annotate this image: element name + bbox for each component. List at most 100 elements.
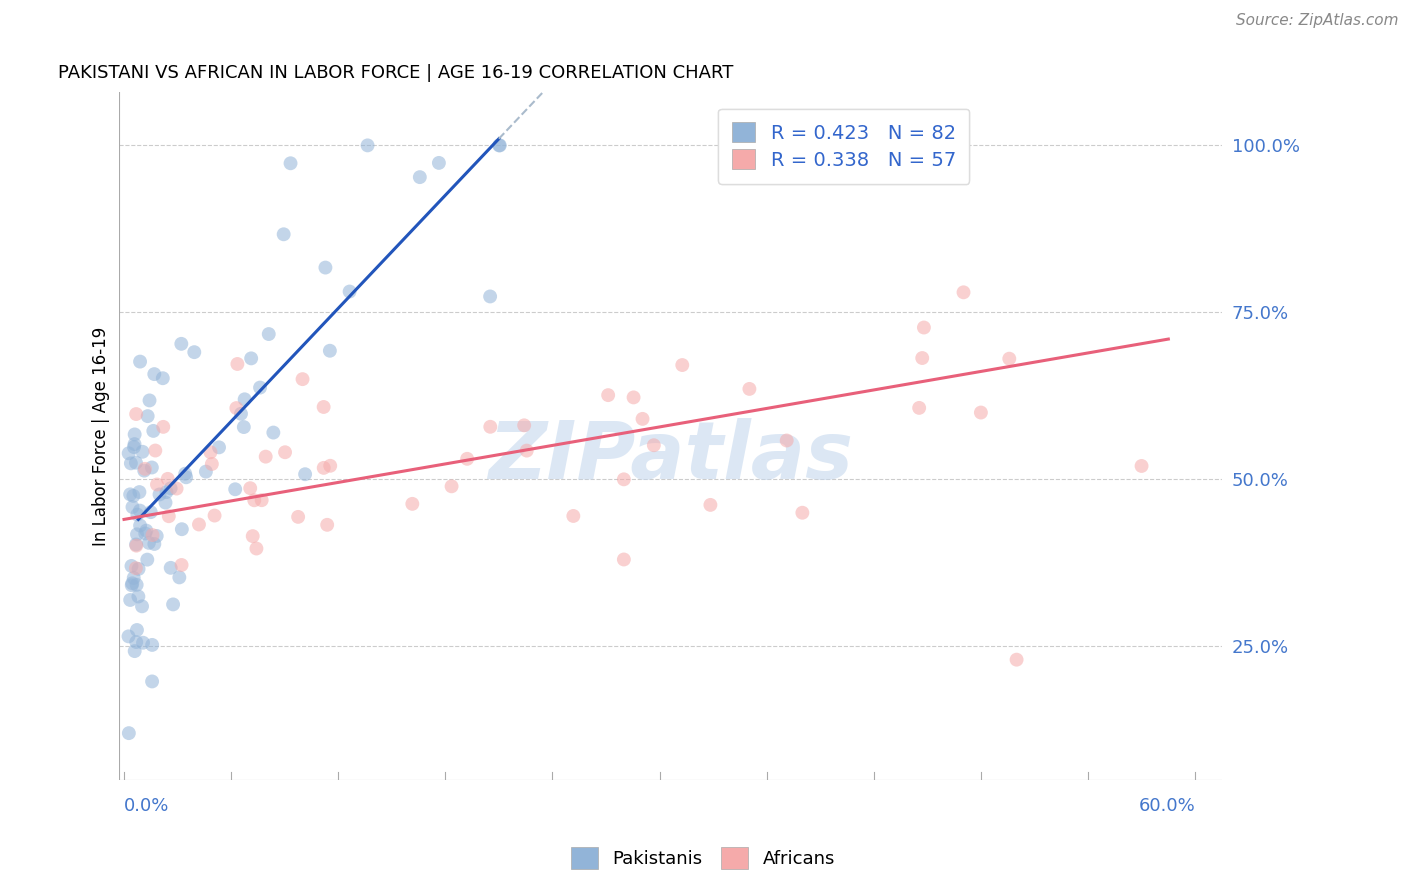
Point [142, 424, 165, 438]
Point [120, 456, 142, 470]
Text: ZIPatlas: ZIPatlas [488, 417, 853, 496]
Point [131, 599, 153, 614]
Point [141, 528, 163, 542]
Point [287, 509, 309, 524]
Text: PAKISTANI VS AFRICAN IN LABOR FORCE | AGE 16-19 CORRELATION CHART: PAKISTANI VS AFRICAN IN LABOR FORCE | AG… [58, 64, 734, 82]
Point [356, 138, 378, 153]
Point [224, 483, 246, 497]
Point [970, 405, 993, 419]
Point [125, 527, 148, 541]
Point [952, 285, 974, 300]
Point [125, 539, 148, 553]
Point [121, 578, 143, 592]
Point [598, 388, 620, 402]
Point [312, 400, 335, 414]
Point [120, 593, 142, 607]
Point [157, 509, 180, 524]
Point [479, 419, 502, 434]
Point [125, 623, 148, 637]
Point [121, 576, 143, 591]
Point [129, 518, 152, 533]
Text: Source: ZipAtlas.com: Source: ZipAtlas.com [1236, 13, 1399, 29]
Point [141, 460, 163, 475]
Point [249, 380, 271, 394]
Point [146, 477, 169, 491]
Point [274, 445, 297, 459]
Point [319, 458, 342, 473]
Point [138, 536, 160, 550]
Point [131, 444, 153, 458]
Point [229, 407, 252, 421]
Point [623, 391, 645, 405]
Point [280, 156, 302, 170]
Point [128, 562, 150, 576]
Point [117, 629, 139, 643]
Point [631, 412, 654, 426]
Point [456, 451, 478, 466]
Point [122, 440, 145, 454]
Point [738, 382, 761, 396]
Point [156, 472, 179, 486]
Point [145, 529, 167, 543]
Point [440, 479, 463, 493]
Point [162, 598, 184, 612]
Point [226, 357, 249, 371]
Point [257, 326, 280, 341]
Legend: Pakistanis, Africans: Pakistanis, Africans [564, 839, 842, 876]
Point [516, 443, 538, 458]
Point [141, 674, 163, 689]
Point [125, 561, 148, 575]
Point [204, 508, 226, 523]
Point [200, 445, 222, 459]
Point [1005, 653, 1028, 667]
Point [128, 485, 150, 500]
Point [291, 372, 314, 386]
Point [912, 320, 935, 334]
Point [194, 465, 217, 479]
Point [208, 441, 231, 455]
Point [273, 227, 295, 242]
Point [613, 472, 636, 486]
Point [134, 526, 156, 541]
Point [155, 485, 177, 500]
Point [243, 493, 266, 508]
Point [699, 498, 721, 512]
Point [148, 487, 170, 501]
Point [143, 367, 166, 381]
Point [562, 508, 585, 523]
Point [242, 529, 264, 543]
Point [294, 467, 316, 482]
Point [401, 497, 423, 511]
Point [129, 354, 152, 368]
Point [122, 489, 145, 503]
Point [134, 464, 156, 478]
Point [122, 571, 145, 585]
Point [121, 500, 143, 514]
Point [124, 437, 146, 451]
Point [152, 420, 174, 434]
Point [488, 138, 510, 153]
Point [319, 343, 342, 358]
Point [134, 462, 156, 476]
Point [124, 644, 146, 658]
Text: 60.0%: 60.0% [1139, 797, 1195, 814]
Point [159, 561, 181, 575]
Point [170, 336, 193, 351]
Point [239, 481, 262, 495]
Point [139, 505, 162, 519]
Point [174, 467, 197, 481]
Point [138, 393, 160, 408]
Point [155, 495, 177, 509]
Point [125, 456, 148, 470]
Point [143, 537, 166, 551]
Point [479, 289, 502, 303]
Point [159, 481, 181, 495]
Point [127, 590, 149, 604]
Point [136, 552, 159, 566]
Point [908, 401, 931, 415]
Point [911, 351, 934, 365]
Point [141, 638, 163, 652]
Point [262, 425, 284, 440]
Point [250, 493, 273, 508]
Point [312, 461, 335, 475]
